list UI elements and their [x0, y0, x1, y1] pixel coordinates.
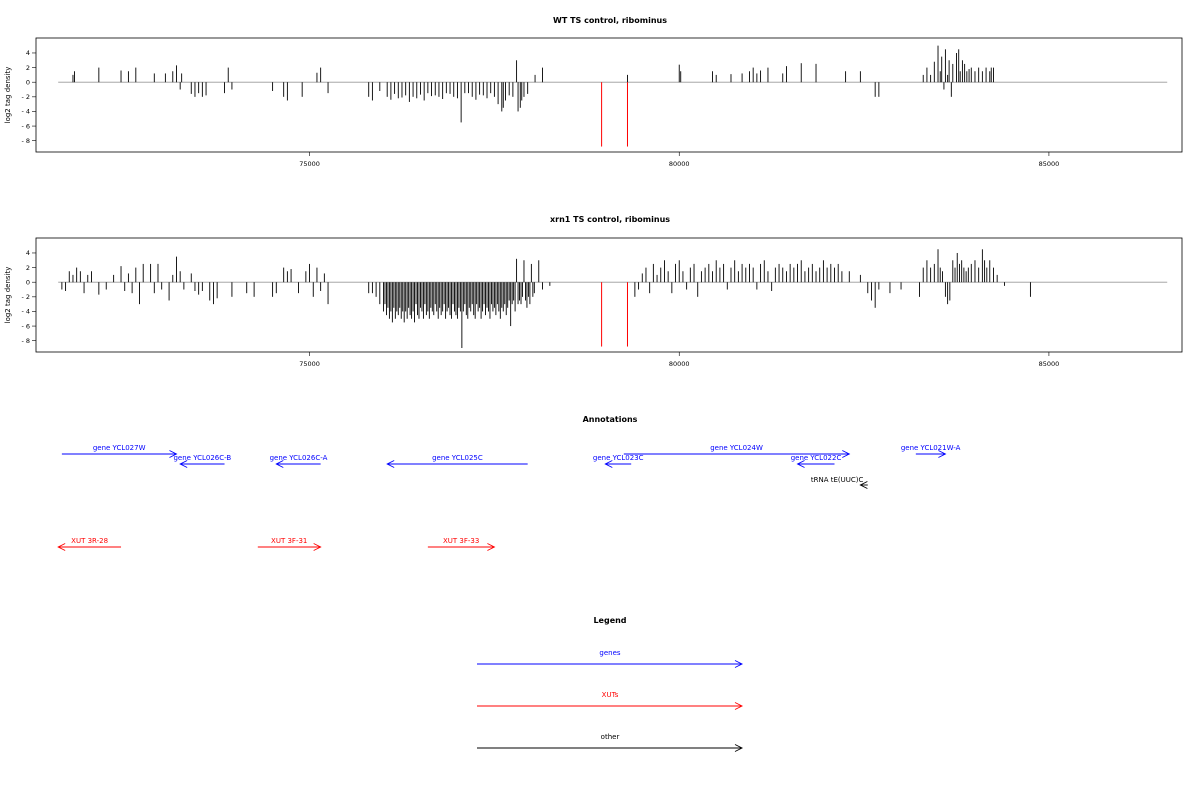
feature-label: gene YCL021W-A [901, 444, 961, 452]
annotation-feature: XUT 3R-28 [57, 537, 122, 551]
y-tick-label: - 6 [21, 122, 30, 130]
y-tick-label: - 6 [21, 322, 30, 330]
y-tick-label: - 8 [21, 337, 30, 345]
arrowhead [842, 450, 851, 458]
x-tick-label: 85000 [1039, 160, 1060, 168]
annotation-feature: gene YCL026C-A [270, 454, 328, 468]
annotation-feature: XUT 3F-33 [427, 537, 496, 551]
annotation-feature: gene YCL026C-B [173, 454, 231, 468]
arrowhead [386, 460, 395, 468]
feature-label: gene YCL023C [593, 454, 644, 462]
legend-item: other [477, 733, 744, 752]
y-tick-label: 4 [26, 49, 30, 57]
feature-label: XUT 3F-31 [271, 537, 307, 545]
feature-label: gene YCL026C-B [173, 454, 231, 462]
arrowhead [487, 543, 496, 551]
arrowhead [859, 481, 868, 489]
plot-layer: 4 2 0 - 2 - 4 - 6 - 8 75000 80000 85000 [21, 249, 1168, 368]
y-tick-label: - 4 [21, 308, 30, 316]
y-axis-label: log2 tag density [4, 67, 12, 124]
legend: Legend genes XUTs other [477, 616, 744, 752]
arrowhead [275, 460, 284, 468]
arrowhead [734, 660, 744, 668]
legend-label: genes [599, 649, 620, 657]
feature-label: gene YCL025C [432, 454, 483, 462]
annotation-feature: gene YCL027W [61, 444, 178, 458]
wt-density-panel: WT TS control, ribominus log2 tag densit… [4, 16, 1183, 168]
annotation-feature: gene YCL021W-A [901, 444, 961, 458]
y-tick-label: 2 [26, 64, 30, 72]
y-tick-label: - 8 [21, 137, 30, 145]
panel-title: xrn1 TS control, ribominus [550, 215, 670, 224]
x-tick-label: 85000 [1039, 360, 1060, 368]
annotation-feature: gene YCL022C [791, 454, 842, 468]
y-tick-label: - 4 [21, 108, 30, 116]
plot-layer: 4 2 0 - 2 - 4 - 6 - 8 75000 80000 85000 [21, 45, 1168, 168]
annotation-feature: gene YCL023C [593, 454, 644, 468]
plot-frame [35, 237, 1183, 353]
legend-items: genes XUTs other [477, 649, 744, 752]
xrn1-density-panel: xrn1 TS control, ribominus log2 tag dens… [4, 215, 1183, 368]
feature-label: gene YCL024W [710, 444, 763, 452]
feature-label: XUT 3R-28 [71, 537, 108, 545]
arrowhead [734, 702, 744, 710]
arrowhead [169, 450, 178, 458]
arrowhead [734, 744, 744, 752]
x-tick-label: 75000 [299, 360, 320, 368]
y-tick-label: 0 [26, 278, 30, 286]
plot-frame [35, 37, 1183, 153]
legend-item: genes [477, 649, 744, 668]
y-tick-label: - 2 [21, 93, 30, 101]
arrowhead [179, 460, 188, 468]
arrowhead [796, 460, 805, 468]
y-tick-label: 0 [26, 78, 30, 86]
y-tick-label: 2 [26, 264, 30, 272]
legend-item: XUTs [477, 691, 744, 710]
feature-label: XUT 3F-33 [443, 537, 479, 545]
feature-label: tRNA tE(UUC)C [811, 476, 864, 484]
annotation-feature: tRNA tE(UUC)C [811, 476, 868, 489]
legend-title: Legend [593, 616, 626, 625]
annotation-feature: XUT 3F-31 [257, 537, 322, 551]
y-axis-label: log2 tag density [4, 267, 12, 324]
annotation-feature: gene YCL024W [623, 444, 851, 458]
feature-label: gene YCL022C [791, 454, 842, 462]
y-tick-label: - 2 [21, 293, 30, 301]
panel-title: WT TS control, ribominus [553, 16, 667, 25]
y-tick-label: 4 [26, 249, 30, 257]
annotations-title: Annotations [583, 415, 638, 424]
arrowhead [313, 543, 322, 551]
annotation-features: gene YCL027W gene YCL026C-B gene YCL026C-A… [57, 444, 961, 551]
annotation-feature: gene YCL025C [386, 454, 528, 468]
arrowhead [57, 543, 66, 551]
arrowhead [938, 450, 947, 458]
feature-label: gene YCL026C-A [270, 454, 328, 462]
arrowhead [604, 460, 613, 468]
x-tick-label: 75000 [299, 160, 320, 168]
x-tick-label: 80000 [669, 160, 690, 168]
feature-label: gene YCL027W [93, 444, 146, 452]
legend-label: XUTs [602, 691, 619, 699]
legend-label: other [601, 733, 620, 741]
x-tick-label: 80000 [669, 360, 690, 368]
